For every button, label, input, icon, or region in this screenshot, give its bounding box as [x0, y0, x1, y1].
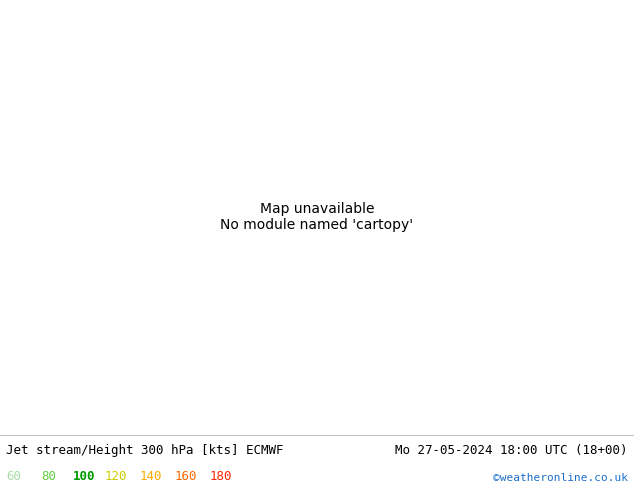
- Text: 160: 160: [174, 470, 197, 483]
- Text: ©weatheronline.co.uk: ©weatheronline.co.uk: [493, 473, 628, 483]
- Text: 120: 120: [105, 470, 127, 483]
- Text: 180: 180: [209, 470, 231, 483]
- Text: 80: 80: [41, 470, 56, 483]
- Text: Mo 27-05-2024 18:00 UTC (18+00): Mo 27-05-2024 18:00 UTC (18+00): [395, 444, 628, 457]
- Text: 140: 140: [139, 470, 162, 483]
- Text: 60: 60: [6, 470, 22, 483]
- Text: Map unavailable
No module named 'cartopy': Map unavailable No module named 'cartopy…: [221, 202, 413, 232]
- Text: Jet stream/Height 300 hPa [kts] ECMWF: Jet stream/Height 300 hPa [kts] ECMWF: [6, 444, 284, 457]
- Text: 100: 100: [73, 470, 95, 483]
